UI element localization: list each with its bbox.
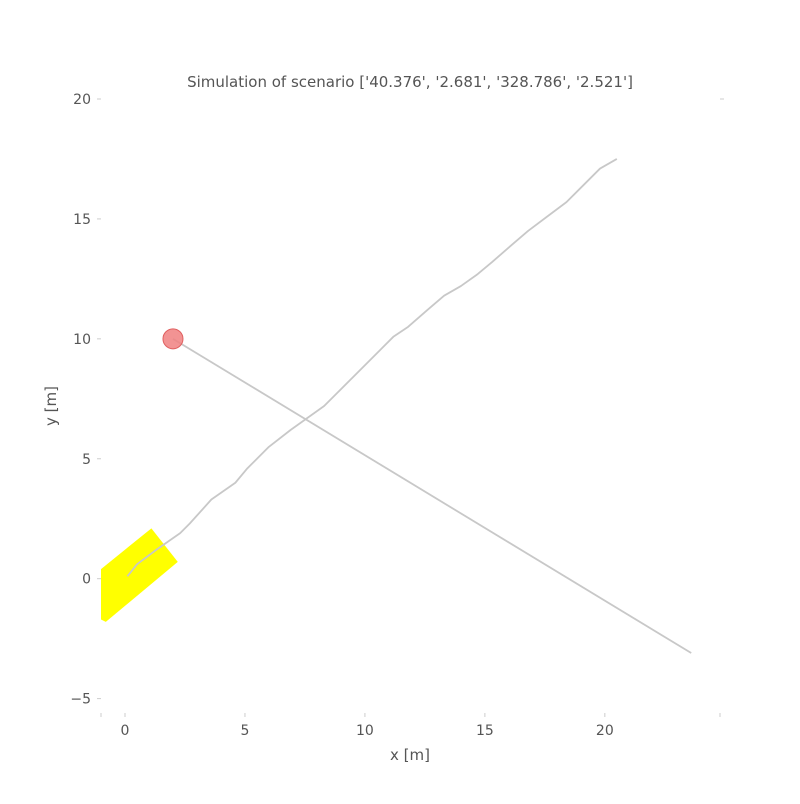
trajectory-line-0 <box>126 158 618 577</box>
y-axis-label: y [m] <box>42 386 60 426</box>
y-tick-label: 0 <box>82 572 91 588</box>
x-axis-ticks: 0 5 10 15 20 <box>100 713 721 739</box>
y-axis-ticks: −5 0 5 10 15 20 <box>70 92 724 708</box>
y-tick-label: 5 <box>82 452 91 468</box>
chart-title: Simulation of scenario ['40.376', '2.681… <box>187 73 633 91</box>
x-tick-label: 10 <box>356 723 374 739</box>
trajectory-line-1 <box>172 338 692 654</box>
polygon-layer <box>101 528 178 622</box>
y-tick-label: −5 <box>70 692 91 708</box>
x-tick-label: 5 <box>240 723 249 739</box>
x-tick-label: 0 <box>121 723 130 739</box>
x-tick-label: 20 <box>596 723 614 739</box>
y-tick-label: 20 <box>73 92 91 108</box>
x-axis-label: x [m] <box>390 746 430 764</box>
y-tick-label: 15 <box>73 212 91 228</box>
marker-layer <box>162 328 184 350</box>
x-tick-label: 15 <box>476 723 494 739</box>
marker-point-0 <box>162 328 184 350</box>
vehicle-polygon-0 <box>101 528 178 622</box>
series-layer <box>126 158 692 654</box>
y-tick-label: 10 <box>73 332 91 348</box>
